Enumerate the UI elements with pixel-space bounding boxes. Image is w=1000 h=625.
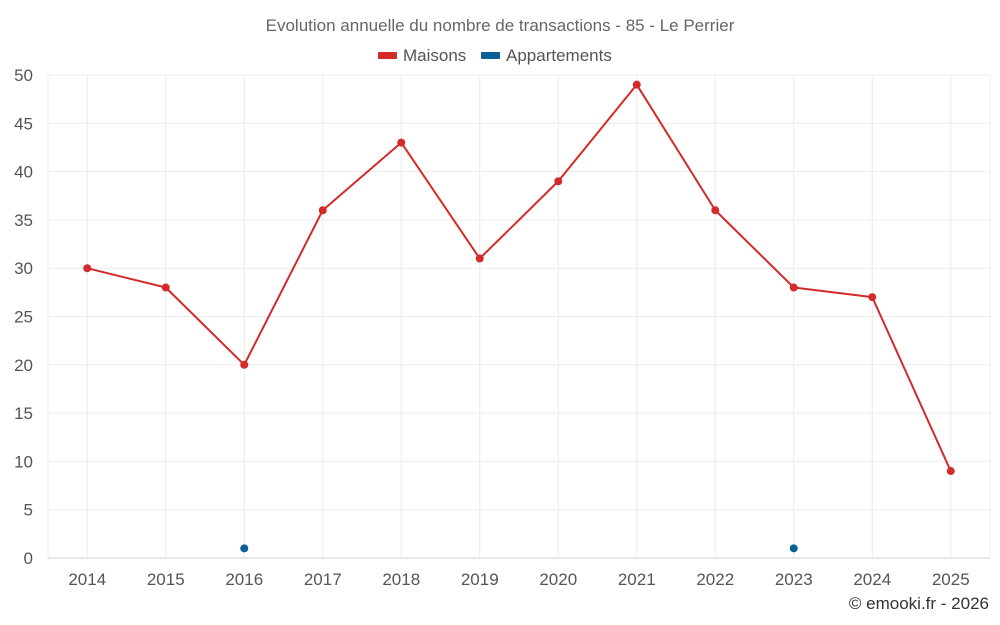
data-point-maisons	[632, 80, 641, 89]
x-tick-label: 2021	[618, 570, 656, 589]
y-tick-label: 50	[14, 66, 33, 85]
legend-label-appartements: Appartements	[506, 46, 612, 65]
x-tick-label: 2022	[696, 570, 734, 589]
data-point-maisons	[554, 177, 563, 186]
series	[83, 80, 955, 553]
x-tick-label: 2017	[304, 570, 342, 589]
x-axis-ticks: 2014 2015 2016 2017 2018 2019 2020 2021 2022 2023…	[68, 570, 969, 589]
legend: Maisons Appartements	[378, 46, 612, 65]
x-tick-label: 2024	[853, 570, 891, 589]
y-tick-label: 30	[14, 259, 33, 278]
x-tick-label: 2018	[382, 570, 420, 589]
data-point-appartements	[789, 544, 798, 553]
data-point-maisons	[318, 206, 327, 215]
data-point-maisons	[240, 360, 249, 369]
x-tick-label: 2023	[775, 570, 813, 589]
data-point-maisons	[83, 264, 92, 273]
x-tick-label: 2020	[539, 570, 577, 589]
y-tick-label: 35	[14, 211, 33, 230]
y-axis-ticks: 0 5 10 15 20 25 30 35 40 45 50	[14, 66, 33, 568]
data-point-appartements	[240, 544, 249, 553]
data-point-maisons	[789, 283, 798, 292]
grid	[47, 74, 991, 559]
series-appartements	[240, 544, 798, 553]
x-tick-label: 2014	[68, 570, 106, 589]
x-tick-label: 2015	[147, 570, 185, 589]
x-tick-label: 2016	[225, 570, 263, 589]
credit-label: © emooki.fr - 2026	[849, 594, 989, 613]
legend-item-maisons[interactable]: Maisons	[378, 46, 466, 65]
legend-item-appartements[interactable]: Appartements	[481, 46, 612, 65]
x-tick-label: 2025	[932, 570, 970, 589]
data-point-maisons	[868, 293, 877, 302]
legend-label-maisons: Maisons	[403, 46, 466, 65]
y-tick-label: 10	[14, 452, 33, 471]
y-tick-label: 15	[14, 404, 33, 423]
data-point-maisons	[475, 254, 484, 263]
series-line-maisons	[87, 83, 952, 472]
y-tick-label: 0	[24, 549, 33, 568]
data-point-maisons	[711, 206, 720, 215]
y-tick-label: 20	[14, 356, 33, 375]
y-tick-label: 45	[14, 114, 33, 133]
y-tick-label: 25	[14, 308, 33, 327]
data-point-maisons	[161, 283, 170, 292]
chart-title: Evolution annuelle du nombre de transact…	[266, 16, 735, 35]
legend-swatch-appartements	[481, 52, 500, 59]
x-tick-label: 2019	[461, 570, 499, 589]
series-maisons	[83, 80, 955, 476]
y-tick-label: 5	[24, 501, 33, 520]
data-point-maisons	[946, 467, 955, 476]
legend-swatch-maisons	[378, 52, 397, 59]
data-point-maisons	[397, 138, 406, 147]
y-tick-label: 40	[14, 163, 33, 182]
